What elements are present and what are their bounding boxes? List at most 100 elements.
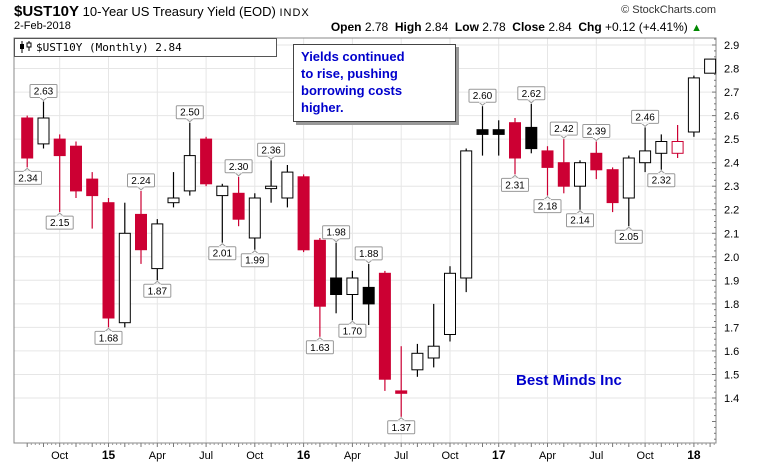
candle (70, 141, 82, 198)
candle (200, 136, 213, 187)
svg-text:15: 15 (102, 448, 116, 462)
svg-text:2.01: 2.01 (213, 249, 233, 260)
svg-text:Oct: Oct (637, 450, 654, 462)
svg-text:2.4: 2.4 (724, 158, 739, 170)
svg-text:1.99: 1.99 (245, 256, 265, 267)
candle (444, 266, 456, 342)
candle (86, 172, 99, 229)
price-callout: 1.99 (240, 250, 269, 268)
svg-text:2.46: 2.46 (635, 112, 655, 123)
price-callout: 1.37 (387, 417, 416, 435)
svg-text:2.36: 2.36 (261, 145, 281, 156)
candle (167, 172, 180, 208)
open-value: 2.78 (364, 20, 389, 34)
legend-text: $UST10Y (Monthly) 2.84 (36, 41, 182, 54)
low-label: Low (454, 20, 479, 34)
price-callout: 1.70 (338, 320, 367, 338)
svg-text:Jul: Jul (199, 450, 213, 462)
svg-text:Oct: Oct (51, 450, 68, 462)
svg-text:2.05: 2.05 (619, 232, 639, 243)
candle (183, 122, 196, 196)
price-callouts: 2.34 2.63 2.15 1.68 2.24 1.87 2.50 2.01 2.30 1.99… (14, 84, 676, 435)
candles (21, 58, 717, 417)
candle (574, 160, 586, 210)
svg-text:17: 17 (492, 448, 506, 462)
price-callout: 2.34 (14, 167, 42, 185)
svg-text:2.60: 2.60 (473, 91, 493, 102)
candle (281, 165, 294, 208)
candle (622, 155, 635, 227)
svg-text:2.50: 2.50 (180, 108, 200, 119)
annotation-line: higher. (301, 100, 344, 115)
svg-text:2.24: 2.24 (131, 176, 151, 187)
annotation-line: borrowing costs (301, 83, 403, 98)
price-callout: 2.01 (208, 243, 237, 261)
candle (151, 219, 164, 281)
candle (313, 238, 326, 337)
price-callout: 2.46 (631, 109, 660, 128)
svg-text:2.31: 2.31 (505, 180, 525, 191)
svg-text:2.63: 2.63 (34, 87, 54, 98)
svg-text:16: 16 (297, 448, 311, 462)
svg-text:1.87: 1.87 (148, 286, 168, 297)
candle (21, 115, 34, 168)
candle (265, 160, 278, 203)
candle (297, 174, 310, 253)
close-label: Close (512, 20, 545, 34)
svg-text:18: 18 (687, 448, 701, 462)
symbol-text: $UST10Y (14, 3, 80, 20)
high-label: High (394, 20, 422, 34)
price-callout: 2.32 (647, 170, 676, 188)
candlestick-style-icon (20, 41, 32, 53)
candle (427, 303, 440, 368)
svg-text:1.5: 1.5 (724, 370, 739, 382)
candle (378, 270, 391, 391)
svg-text:2.2: 2.2 (724, 205, 739, 217)
low-value: 2.78 (482, 20, 506, 34)
svg-text:Apr: Apr (149, 450, 166, 462)
price-callout: 1.87 (143, 280, 172, 298)
chart-header: $UST10Y 10-Year US Treasury Yield (EOD) … (14, 3, 766, 20)
svg-text:2.6: 2.6 (724, 111, 739, 123)
svg-text:Oct: Oct (246, 450, 263, 462)
price-callout: 2.05 (614, 226, 643, 244)
svg-text:1.9: 1.9 (724, 275, 739, 287)
ohlc-quote-line: Open 2.78 High 2.84 Low 2.78 Close 2.84 … (331, 20, 702, 34)
price-callout: 2.63 (29, 84, 58, 102)
candle (232, 176, 245, 227)
stockcharts-copyright: © StockCharts.com (621, 4, 716, 16)
annotation-note: Yields continued to rise, pushing borrowin… (293, 44, 456, 122)
price-callout: 2.15 (45, 212, 74, 230)
price-callout: 1.63 (305, 337, 334, 355)
candle (411, 343, 424, 377)
svg-text:2.18: 2.18 (538, 202, 558, 213)
svg-text:2.9: 2.9 (724, 40, 739, 52)
price-callout: 2.62 (517, 86, 546, 104)
price-callout: 2.50 (175, 105, 204, 123)
candle (53, 134, 66, 213)
candle (606, 167, 619, 213)
svg-text:1.37: 1.37 (391, 423, 411, 434)
price-callout: 2.39 (582, 124, 611, 142)
svg-text:1.8: 1.8 (724, 299, 739, 311)
svg-text:2.34: 2.34 (18, 173, 38, 184)
svg-text:1.7: 1.7 (724, 322, 739, 334)
svg-text:Apr: Apr (539, 450, 556, 462)
svg-text:Oct: Oct (441, 450, 458, 462)
candle (687, 75, 700, 137)
svg-text:2.15: 2.15 (50, 218, 70, 229)
svg-text:1.63: 1.63 (310, 343, 330, 354)
candle (655, 134, 668, 170)
svg-text:2.0: 2.0 (724, 252, 739, 264)
candle (557, 139, 570, 194)
price-callout: 2.30 (224, 159, 253, 177)
candle (460, 148, 473, 293)
candle (330, 242, 343, 314)
candle (216, 183, 229, 243)
price-callout: 2.60 (468, 88, 497, 106)
price-callout: 2.31 (501, 174, 529, 192)
price-callout: 2.36 (257, 142, 286, 160)
svg-text:2.8: 2.8 (724, 64, 739, 76)
svg-text:2.5: 2.5 (724, 134, 739, 146)
